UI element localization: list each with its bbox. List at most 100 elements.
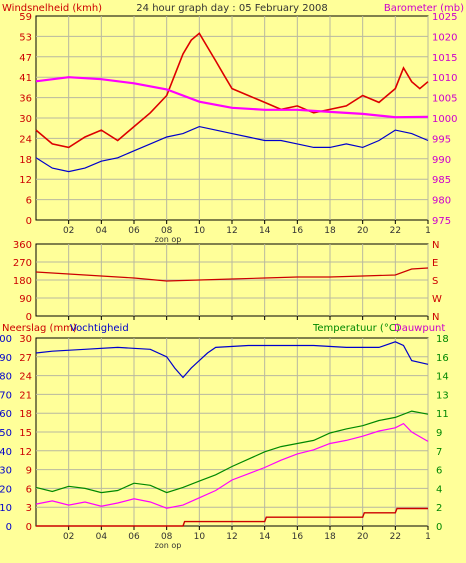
baro-y-label: 995 [432,134,451,145]
wind-y-label: 59 [19,12,32,23]
climate-xtick-label: 14 [259,532,271,542]
temp-y-label: 14 [436,372,449,383]
humidity-y-label: 60 [0,409,12,420]
baro-y-label: 1010 [432,73,457,84]
humidity-y-label: 50 [0,428,12,439]
climate-xtick-label: 22 [390,532,401,542]
dir-y-label: 0 [26,312,32,323]
climate-series [35,341,429,527]
baro-y-label: 990 [432,155,451,166]
dir-y-label: 180 [13,276,32,287]
climate-xtick-label: 08 [161,532,173,542]
climate-xtick-label: 18 [324,532,336,542]
dir-y-label: 270 [13,258,32,269]
rain-label: Neerslag (mm) [2,323,77,334]
compass-label: N [432,312,439,323]
compass-label: E [432,258,438,269]
climate-xtick-label: 06 [128,532,140,542]
rain-y-ticks: 0 3 6 9 12 15 18 21 24 27 30 [19,334,32,533]
humidity-y-label: 20 [0,484,12,495]
temp-y-label: 4 [436,484,442,495]
wind-xtick-label: 16 [292,226,304,236]
climate-xtick-label: 04 [96,532,108,542]
wind-y-label: 24 [19,134,32,145]
wind-y-left-ticks: 0 6 12 18 24 30 36 41 47 53 59 [19,12,32,227]
wind-y-label: 6 [26,196,32,207]
humidity-y-label: 30 [0,466,12,477]
humidity-y-label: 100 [0,334,12,345]
sunrise-label-bottom: zon op [155,541,182,550]
wind-xtick-label: 1 [425,226,431,236]
rain-y-label: 0 [26,522,32,533]
wind-xtick-label: 08 [161,226,173,236]
rain-y-label: 27 [19,353,32,364]
temp-y-label: 9 [436,428,442,439]
wind-xtick-label: 10 [194,226,206,236]
wind-y-label: 47 [19,53,32,64]
temp-y-label: 16 [436,353,449,364]
dewpoint-label: Dauwpunt [394,323,445,334]
climate-grid [36,338,429,526]
baro-y-label: 1015 [432,53,457,64]
humidity-y-label: 70 [0,390,12,401]
temp-y-label: 0 [436,522,442,533]
wind-xtick-label: 20 [357,226,369,236]
dir-y-label: 90 [19,294,32,305]
wind-direction-line [35,267,429,282]
climate-xtick-label: 02 [63,532,74,542]
climate-xtick-label: 1 [425,532,431,542]
wind-xtick-label: 02 [63,226,74,236]
humidity-y-label: 90 [0,353,12,364]
wind-series [35,32,429,173]
wind-xtick-label: 06 [128,226,140,236]
direction-grid [36,244,429,316]
rain-y-label: 30 [19,334,32,345]
humidity-y-label: 0 [6,522,12,533]
temp-y-label: 6 [436,466,442,477]
temp-y-label: 7 [436,447,442,458]
humidity-label: Vochtigheid [70,323,129,334]
baro-y-label: 1020 [432,32,457,43]
baro-y-label: 1000 [432,114,457,125]
compass-label: S [432,276,438,287]
humidity-y-label: 40 [0,447,12,458]
wind-xtick-label: 04 [96,226,108,236]
wind-grid [36,16,429,220]
rain-y-label: 24 [19,372,32,383]
chart-title: 24 hour graph day : 05 February 2008 [136,3,327,14]
direction-y-left-ticks: 0 90 180 270 360 [13,240,32,323]
temperature-line [35,410,429,494]
temp-y-label: 2 [436,503,442,514]
baro-y-label: 1025 [432,12,457,23]
dewpoint-line [35,422,429,509]
temperature-y-ticks: 0 2 4 6 7 9 11 13 14 16 18 [436,334,449,533]
wind-y-label: 41 [19,73,32,84]
temp-y-label: 11 [436,409,449,420]
baro-right-label: Barometer (mb) [384,3,464,14]
compass-label: W [432,294,442,305]
temperature-label: Temperatuur (°C) [312,323,400,334]
rain-y-label: 9 [26,466,32,477]
climate-x-ticks: 02 04 06 08 10 12 14 16 18 20 22 1 [63,526,431,542]
wind-y-label: 18 [19,155,32,166]
humidity-y-label: 80 [0,372,12,383]
rain-y-label: 3 [26,503,32,514]
wind-xtick-label: 18 [324,226,336,236]
wind-y-label: 53 [19,32,32,43]
climate-xtick-label: 12 [226,532,237,542]
rain-line [36,507,428,527]
gust-line [35,32,429,149]
rain-y-label: 21 [19,390,32,401]
direction-series [35,267,429,282]
climate-xtick-label: 16 [292,532,304,542]
rain-y-label: 6 [26,484,32,495]
compass-label: N [432,240,439,251]
climate-xtick-label: 10 [194,532,206,542]
wind-y-label: 0 [26,216,32,227]
wind-left-label: Windsnelheid (kmh) [2,3,102,14]
